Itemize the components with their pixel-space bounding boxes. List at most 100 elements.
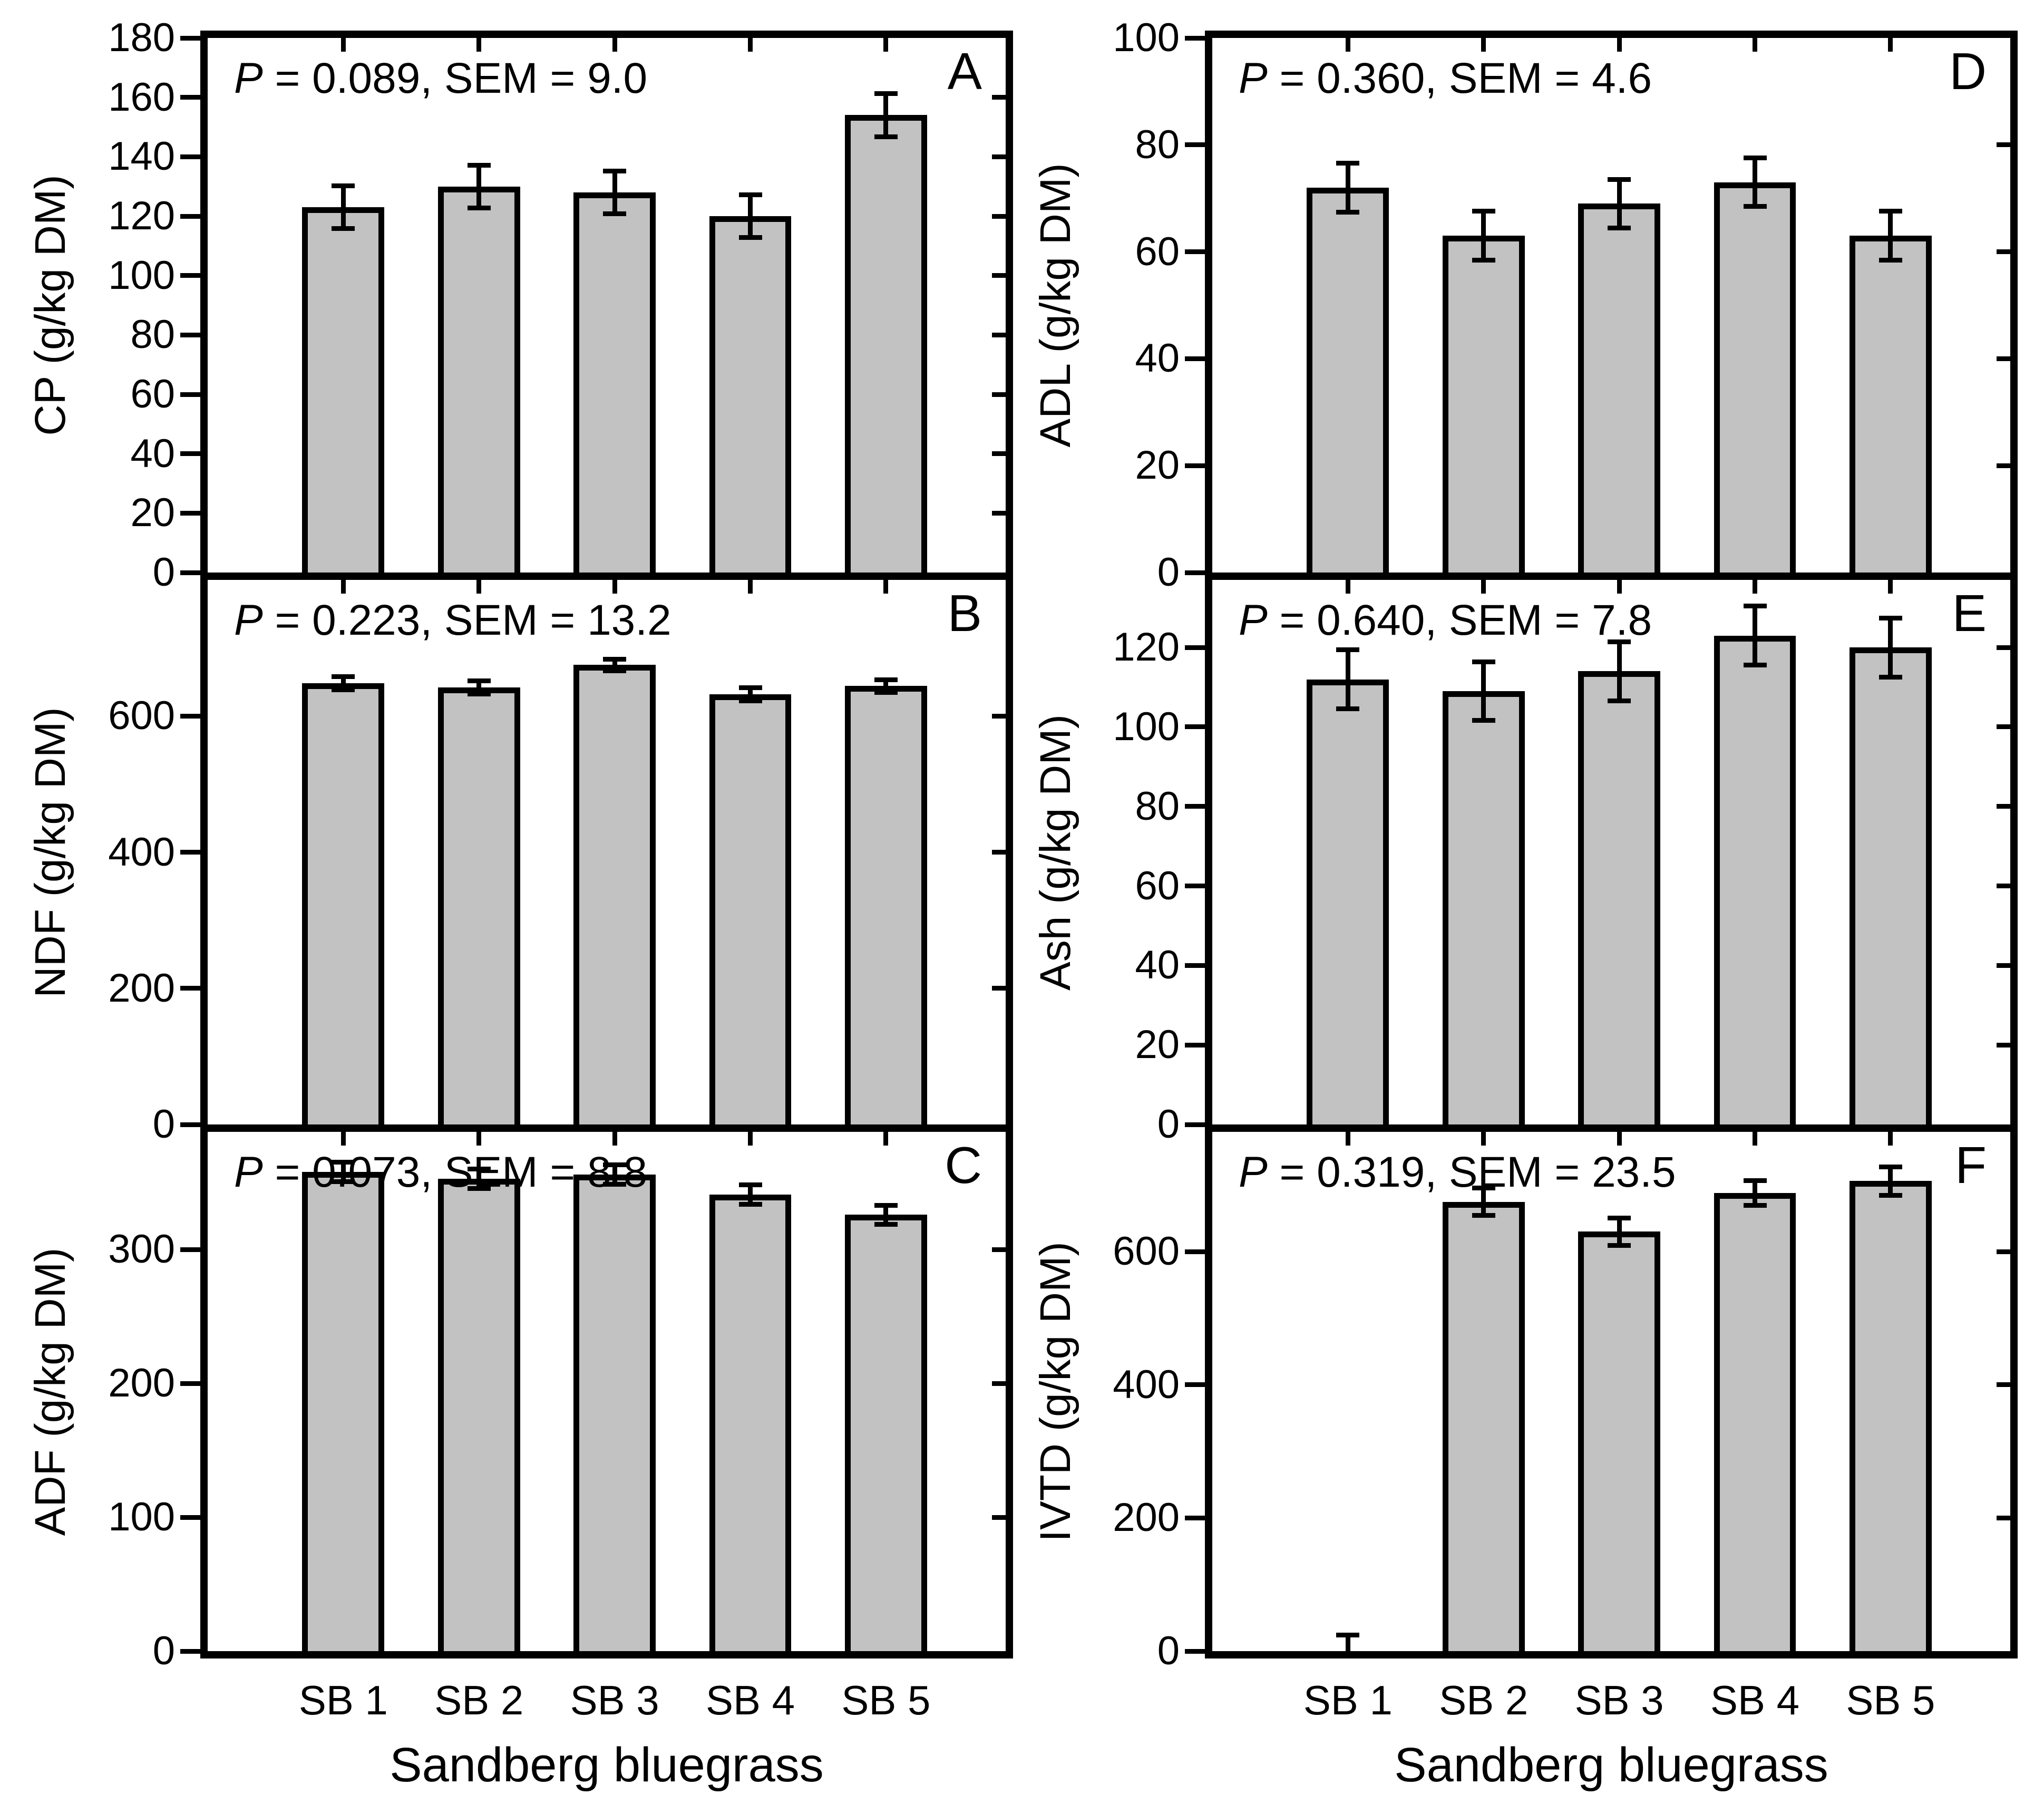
p-sem-annotation: P = 0.089, SEM = 9.0 (234, 54, 648, 102)
error-bar-cap-bottom (874, 690, 898, 695)
y-tick (180, 392, 200, 397)
panel-letter-d: D (1949, 42, 1987, 100)
error-bar-cap-top (1472, 1186, 1495, 1191)
x-mirror-tick (1617, 1132, 1622, 1146)
x-tick-label-sb3: SB 3 (570, 1677, 659, 1723)
y-tick-label: 400 (1113, 1362, 1180, 1407)
y-mirror-tick (992, 850, 1006, 855)
y-mirror-tick (992, 451, 1006, 457)
p-symbol: P (1239, 54, 1268, 102)
error-bar-cap-bottom (467, 205, 491, 210)
y-mirror-tick (992, 273, 1006, 278)
y-tick-label: 100 (108, 1495, 175, 1540)
error-bar-cap-bottom (738, 235, 762, 240)
x-mirror-tick (1753, 580, 1758, 594)
x-mirror-tick (476, 38, 482, 52)
error-bar-cap-top (738, 685, 762, 691)
y-tick-label: 60 (1135, 229, 1180, 274)
error-bar (1888, 209, 1893, 263)
x-mirror-tick (1481, 38, 1486, 52)
error-bar (883, 677, 889, 695)
bar-sb1 (302, 207, 385, 573)
y-tick-label: 120 (108, 193, 175, 238)
error-bar (612, 1162, 617, 1187)
error-bar (1481, 209, 1486, 263)
y-mirror-tick (1997, 463, 2010, 468)
y-mirror-tick (992, 95, 1006, 100)
panel-f-plot: P = 0.319, SEM = 23.5 F (1205, 1124, 2018, 1658)
bar-sb4 (709, 694, 792, 1124)
error-bar-cap-top (467, 1167, 491, 1171)
y-mirror-tick (992, 1381, 1006, 1386)
bar-sb1 (1307, 187, 1389, 573)
y-tick (1185, 249, 1205, 255)
x-mirror-tick (748, 1132, 753, 1146)
y-mirror-tick (992, 713, 1006, 719)
x-axis-title-left-column: Sandberg bluegrass (390, 1738, 824, 1792)
y-mirror-tick (1997, 142, 2010, 148)
y-tick (1185, 724, 1205, 730)
bar-sb5 (1849, 236, 1932, 573)
y-tick-label: 100 (108, 253, 175, 298)
error-bar-cap-bottom (1608, 226, 1631, 231)
error-bar-cap-top (603, 168, 627, 173)
bar-sb5 (1849, 1181, 1932, 1651)
y-tick-label: 40 (1135, 336, 1180, 381)
y-tick-label: 20 (1135, 1022, 1180, 1068)
error-bar (1753, 604, 1758, 667)
y-mirror-tick (1997, 1249, 2010, 1254)
y-tick (1185, 1648, 1205, 1654)
y-tick (1185, 1042, 1205, 1048)
y-tick (1185, 463, 1205, 468)
bar-sb3 (573, 665, 656, 1124)
y-tick (180, 273, 200, 278)
error-bar-cap-top (1878, 209, 1902, 214)
y-tick (180, 1122, 200, 1127)
y-tick-label: 600 (108, 693, 175, 739)
panel-letter-c: C (945, 1136, 982, 1194)
y-tick-label: 20 (130, 490, 175, 536)
bar-sb5 (844, 1215, 927, 1651)
y-tick (1185, 1382, 1205, 1388)
error-bar (476, 162, 482, 210)
y-tick (1185, 1122, 1205, 1127)
bar-sb2 (1442, 1201, 1525, 1651)
y-tick (180, 986, 200, 991)
y-tick (180, 35, 200, 41)
error-bar-cap-bottom (1336, 706, 1360, 711)
y-tick (1185, 35, 1205, 41)
x-mirror-tick (340, 1132, 346, 1146)
y-tick (1185, 1249, 1205, 1254)
error-bar-cap-top (1608, 1216, 1631, 1221)
y-tick-label: 600 (1113, 1229, 1180, 1274)
error-bar-cap-bottom (874, 134, 898, 139)
error-bar-cap-top (1743, 1178, 1767, 1184)
bar-sb4 (1714, 635, 1796, 1124)
y-tick-label: 400 (108, 829, 175, 875)
error-bar-cap-bottom (1472, 257, 1495, 263)
error-bar-cap-bottom (1608, 698, 1631, 703)
bar-sb4 (709, 216, 792, 573)
bar-sb1 (1307, 679, 1389, 1124)
x-mirror-tick (476, 580, 482, 594)
y-tick-label: 0 (1157, 1102, 1180, 1147)
bar-sb4 (1714, 1193, 1796, 1651)
y-tick (180, 1648, 200, 1654)
y-mirror-tick (992, 1515, 1006, 1520)
p-sem-annotation: P = 0.319, SEM = 23.5 (1239, 1148, 1676, 1196)
y-mirror-tick (992, 214, 1006, 219)
error-bar-cap-bottom (332, 1179, 355, 1184)
y-tick (180, 570, 200, 575)
bar-sb3 (573, 192, 656, 573)
error-bar (748, 685, 753, 703)
error-bar-cap-bottom (1878, 674, 1902, 680)
y-mirror-tick (1997, 356, 2010, 361)
y-mirror-tick (992, 154, 1006, 159)
error-bar-cap-bottom (1472, 718, 1495, 723)
x-mirror-tick (1753, 38, 1758, 52)
y-tick-label: 0 (1157, 550, 1180, 595)
error-bar-cap-top (1608, 639, 1631, 645)
y-tick (180, 95, 200, 100)
y-tick (180, 451, 200, 457)
y-mirror-tick (1997, 1042, 2010, 1048)
